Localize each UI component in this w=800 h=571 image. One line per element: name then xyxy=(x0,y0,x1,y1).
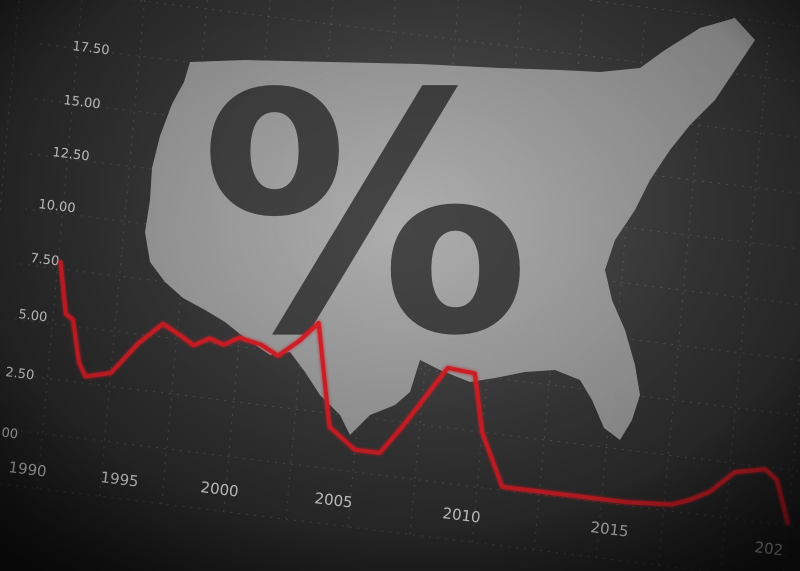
rate-data-point xyxy=(537,489,542,494)
rate-data-point xyxy=(786,521,790,525)
grid-line-horizontal xyxy=(0,483,710,571)
rate-data-point xyxy=(500,485,504,489)
rate-data-point xyxy=(109,371,113,375)
x-tick-label: 2005 xyxy=(314,489,354,512)
rate-data-point xyxy=(77,360,81,364)
rate-data-point xyxy=(669,502,674,507)
y-tick-label: 10.00 xyxy=(38,197,77,216)
rate-data-point xyxy=(297,339,302,343)
grid-line-vertical xyxy=(99,0,146,497)
rate-data-point xyxy=(58,260,63,264)
grid-line-vertical xyxy=(0,0,20,215)
rate-data-point xyxy=(775,478,779,482)
rate-data-point xyxy=(327,425,331,429)
rate-data-point xyxy=(137,341,141,345)
rate-data-point xyxy=(624,500,629,504)
rate-data-point xyxy=(259,343,264,347)
x-tick-label: 2010 xyxy=(442,504,482,527)
rate-data-point xyxy=(353,448,357,452)
rate-data-point xyxy=(177,333,182,337)
grid-line-vertical xyxy=(720,33,770,571)
rate-data-point xyxy=(64,312,68,316)
rate-data-point xyxy=(378,451,382,455)
rate-data-point xyxy=(480,430,484,434)
y-tick-label: 5.00 xyxy=(18,307,49,325)
x-tick-label: 1990 xyxy=(8,458,48,481)
grid-line-vertical xyxy=(36,0,83,489)
y-axis-ticks: 17.50 15.00 12.50 10.00 7.50 5.00 2.50 .00 xyxy=(0,39,110,442)
rate-data-point xyxy=(317,321,321,325)
y-tick-label: 12.50 xyxy=(52,145,91,164)
x-tick-label: 202 xyxy=(754,538,785,559)
rate-data-point xyxy=(161,322,165,326)
y-tick-label: 2.50 xyxy=(5,365,36,383)
y-tick-label: .00 xyxy=(0,425,19,442)
rate-data-point xyxy=(446,366,450,370)
percent-symbol: % xyxy=(200,24,531,408)
grid-line-vertical xyxy=(782,383,800,571)
rate-data-point xyxy=(708,489,712,494)
rate-data-point xyxy=(276,354,280,358)
x-axis-ticks: 1990 1995 2000 2005 2010 2015 202 xyxy=(8,458,785,559)
rate-data-point xyxy=(763,467,767,471)
x-tick-label: 2000 xyxy=(200,478,240,501)
rate-data-point xyxy=(237,336,242,340)
rate-data-point xyxy=(71,317,75,321)
rate-data-point xyxy=(687,498,692,502)
rate-data-point xyxy=(575,494,579,498)
x-tick-label: 2015 xyxy=(590,518,630,541)
y-tick-label: 15.00 xyxy=(63,93,102,112)
rate-data-point xyxy=(400,425,404,429)
rate-data-point xyxy=(222,343,226,347)
y-tick-label: 7.50 xyxy=(30,251,61,269)
y-tick-label: 17.50 xyxy=(72,39,111,58)
rate-data-point xyxy=(473,371,477,375)
rate-data-point xyxy=(733,470,737,474)
x-tick-label: 1995 xyxy=(100,468,140,491)
rate-data-point xyxy=(192,343,196,347)
rate-data-point xyxy=(207,336,211,340)
rate-data-point xyxy=(83,374,87,379)
